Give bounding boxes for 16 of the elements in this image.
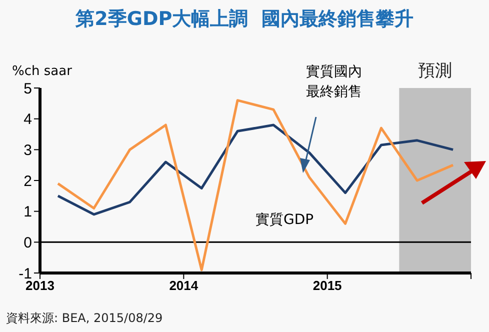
y-tick-label: 4 (24, 111, 32, 128)
chart-title: 第2季GDP大幅上調 國內最終銷售攀升 (74, 7, 414, 32)
series-label: 實質GDP (256, 211, 314, 230)
y-tick-label: 5 (24, 80, 32, 98)
band-label: 預測 (418, 61, 452, 81)
line-series (56, 99, 454, 272)
y-tick-label: 2 (24, 172, 32, 190)
x-tick-label: 2015 (312, 278, 342, 294)
y-tick-label: 0 (24, 234, 32, 252)
source-note: 資料來源: BEA, 2015/08/29 (6, 310, 163, 327)
x-tick-label: 2014 (169, 278, 199, 294)
text: 實質國內最終銷售 (306, 62, 362, 102)
x-tick-label: 2013 (26, 278, 54, 294)
y-tick-label: 3 (24, 142, 32, 159)
y-tick-label: 1 (24, 204, 32, 221)
y-axis-title: %ch saar (12, 64, 72, 79)
